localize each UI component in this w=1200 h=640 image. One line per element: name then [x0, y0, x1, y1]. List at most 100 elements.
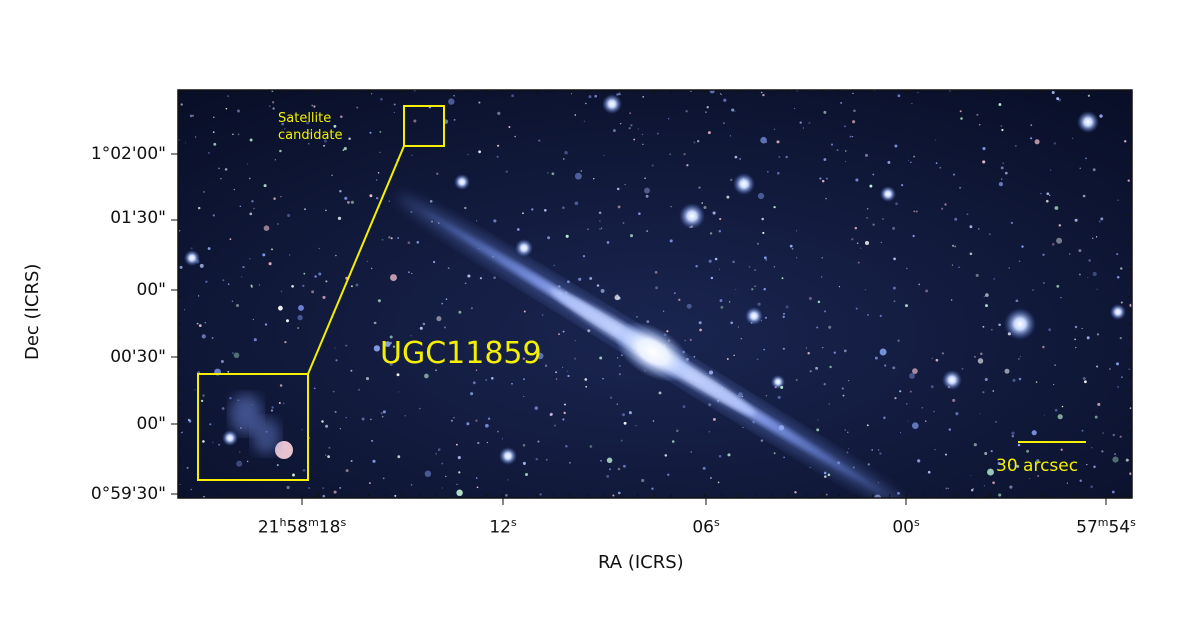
field-star	[785, 305, 789, 309]
field-star	[501, 438, 504, 440]
field-star	[350, 285, 353, 288]
field-star	[1028, 477, 1030, 480]
field-star	[416, 241, 420, 244]
field-star	[368, 482, 371, 485]
field-star	[271, 406, 274, 409]
field-star	[990, 450, 993, 453]
field-star	[212, 214, 215, 217]
field-star	[872, 223, 875, 226]
field-star	[213, 142, 217, 146]
field-star	[911, 102, 913, 105]
field-star	[1071, 137, 1074, 139]
field-star	[830, 143, 834, 146]
field-star	[701, 202, 703, 204]
field-star	[237, 133, 240, 136]
field-star	[845, 150, 847, 152]
field-star	[740, 337, 743, 340]
field-star	[213, 116, 215, 119]
field-star	[980, 352, 983, 356]
field-star	[339, 427, 342, 430]
field-star	[496, 155, 499, 158]
field-star	[952, 398, 956, 402]
field-star	[422, 322, 426, 326]
field-star	[1079, 479, 1082, 482]
field-star	[436, 316, 442, 322]
field-star	[762, 93, 765, 97]
field-star	[264, 323, 268, 326]
field-star	[511, 382, 513, 385]
field-star	[536, 352, 544, 360]
field-star	[764, 316, 767, 319]
field-star	[757, 192, 765, 200]
field-star	[1021, 245, 1024, 248]
field-star	[453, 95, 455, 97]
field-star	[424, 470, 432, 478]
field-star	[486, 441, 489, 444]
field-star	[197, 206, 201, 210]
field-star	[883, 416, 886, 420]
field-star	[667, 473, 670, 476]
field-star	[935, 162, 938, 164]
field-star	[441, 302, 444, 305]
field-star	[1034, 139, 1040, 145]
x-tick-label: 12s	[489, 516, 517, 538]
galaxy-ugc11859	[397, 194, 909, 498]
field-star	[947, 487, 949, 490]
field-star	[783, 456, 785, 459]
field-star	[382, 410, 386, 414]
field-star	[852, 92, 854, 95]
field-star	[988, 233, 991, 236]
field-star	[728, 301, 731, 303]
field-star	[695, 265, 698, 268]
field-star	[334, 347, 336, 349]
field-star	[773, 452, 776, 455]
field-star	[978, 228, 980, 230]
field-star	[617, 491, 621, 495]
field-star	[603, 154, 605, 156]
field-star	[969, 225, 973, 229]
field-star	[1015, 299, 1019, 303]
field-star	[1096, 288, 1098, 290]
field-star	[239, 451, 241, 453]
field-star	[638, 212, 641, 215]
field-star	[817, 419, 819, 421]
field-star	[211, 336, 214, 339]
field-star	[879, 314, 882, 318]
field-star	[200, 399, 204, 403]
field-star	[897, 339, 900, 342]
field-star	[475, 369, 478, 371]
field-star	[762, 231, 765, 234]
field-star	[582, 255, 586, 258]
field-star	[455, 443, 458, 446]
field-star	[894, 144, 898, 148]
field-star	[809, 466, 811, 468]
field-star	[322, 295, 326, 299]
field-star	[959, 110, 962, 113]
field-star	[1092, 271, 1097, 277]
field-star	[1001, 128, 1004, 132]
field-star	[1100, 217, 1104, 221]
field-star	[777, 395, 781, 399]
field-star	[655, 286, 659, 290]
field-star	[1036, 459, 1040, 463]
field-star	[388, 200, 390, 202]
field-star	[587, 228, 589, 231]
field-star	[622, 413, 625, 417]
field-star	[682, 405, 686, 409]
field-star	[224, 168, 228, 171]
field-star	[194, 136, 197, 138]
field-star	[717, 481, 720, 484]
field-star	[1116, 275, 1120, 279]
field-star	[435, 369, 438, 372]
field-star	[382, 477, 385, 480]
field-star	[1018, 377, 1022, 381]
field-star	[270, 409, 274, 412]
field-star	[799, 121, 802, 124]
field-star	[274, 159, 277, 161]
field-star	[179, 265, 183, 269]
field-star	[880, 241, 883, 244]
field-star	[765, 259, 767, 261]
field-star	[628, 411, 632, 415]
field-star	[395, 357, 399, 362]
field-star	[380, 97, 383, 101]
